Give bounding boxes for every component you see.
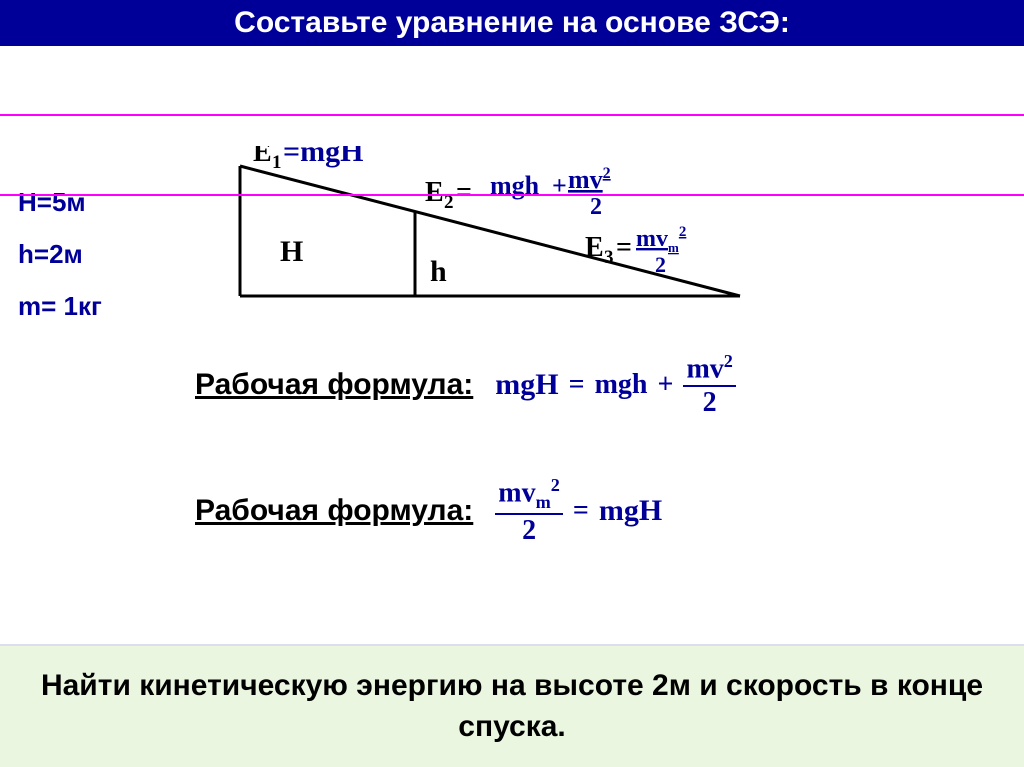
E1-sub: 1 <box>272 152 282 173</box>
given-m: m= 1кг <box>18 280 102 332</box>
slide-title-bar: Составьте уравнение на основе ЗСЭ: <box>0 0 1024 46</box>
formula2-rhs: mgH <box>599 494 662 528</box>
formula1-den: 2 <box>703 387 717 417</box>
incline-diagram: H h E 1 =mgH E 2 = mgh + mv2 2 E 3 = mvm… <box>200 146 760 326</box>
label-h: h <box>430 255 447 288</box>
formula1-fraction: mv2 2 <box>683 352 735 417</box>
formula1-equation: mgH = mgh + mv2 2 <box>495 352 736 417</box>
spacer-top <box>0 46 1024 114</box>
main-content: H=5м h=2м m= 1кг H h E 1 =mgH E 2 = mgh … <box>0 116 1024 624</box>
E2-eqs: = <box>456 177 472 208</box>
formula1-rhs-mgh: mgh <box>595 369 648 401</box>
formula2-den: 2 <box>522 515 536 545</box>
E3-den: 2 <box>655 252 666 277</box>
E1-eq: =mgH <box>283 146 363 168</box>
task-footer: Найти кинетическую энергию на высоте 2м … <box>0 644 1024 767</box>
task-text: Найти кинетическую энергию на высоте 2м … <box>41 669 983 743</box>
E3-E: E <box>585 232 604 263</box>
divider-magenta-2 <box>0 194 1024 196</box>
E3-num: mvm2 <box>636 224 686 255</box>
formula2-eq: = <box>573 495 589 527</box>
formula1-eq: = <box>569 369 585 401</box>
E1-E: E <box>253 146 272 168</box>
formula1-lhs: mgH <box>495 368 558 402</box>
formula1-plus: + <box>657 369 673 401</box>
formula2-num: mvm2 <box>495 476 563 515</box>
formula2-equation: mvm2 2 = mgH <box>495 476 662 545</box>
E3-eqs: = <box>616 232 632 263</box>
given-values: H=5м h=2м m= 1кг <box>18 176 102 332</box>
working-formula-2: Рабочая формула: mvm2 2 = mgH <box>195 476 662 545</box>
given-H: H=5м <box>18 176 102 228</box>
given-h: h=2м <box>18 228 102 280</box>
E2-num: mv2 <box>568 165 611 194</box>
formula2-fraction: mvm2 2 <box>495 476 563 545</box>
slide-title: Составьте уравнение на основе ЗСЭ: <box>234 6 790 39</box>
formula2-label: Рабочая формула: <box>195 494 473 528</box>
E3-sub: 3 <box>604 247 614 268</box>
E2-den: 2 <box>590 194 602 220</box>
label-H: H <box>280 235 303 268</box>
working-formula-1: Рабочая формула: mgH = mgh + mv2 2 <box>195 352 736 417</box>
formula1-num: mv2 <box>683 352 735 387</box>
diagram-svg: H h E 1 =mgH E 2 = mgh + mv2 2 E 3 = mvm… <box>200 146 760 326</box>
formula1-label: Рабочая формула: <box>195 368 473 402</box>
E2-E: E <box>425 177 444 208</box>
